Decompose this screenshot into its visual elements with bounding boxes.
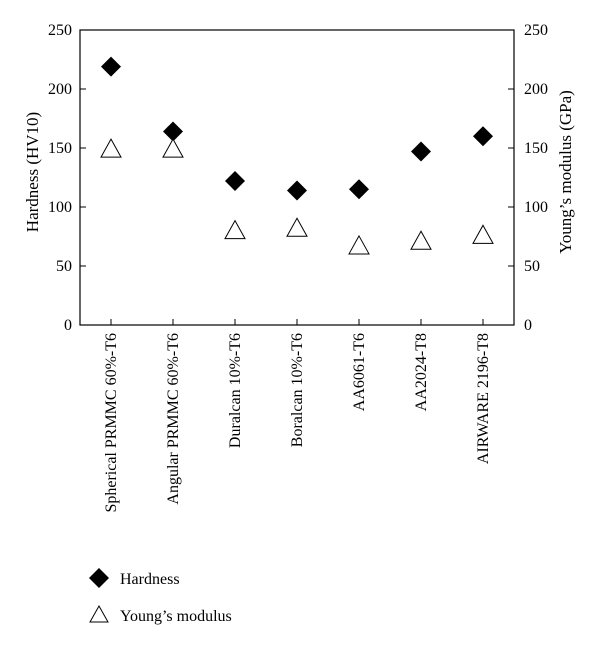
x-axis-ticks: Spherical PRMMC 60%-T6 Angular PRMMC 60%-… xyxy=(103,319,492,513)
x-category-label: AIRWARE 2196-T8 xyxy=(475,333,492,464)
youngs-modulus-point xyxy=(348,234,370,255)
legend-hardness-label: Hardness xyxy=(120,571,180,588)
x-category-label: AA6061-T6 xyxy=(351,333,368,411)
hardness-point xyxy=(411,141,431,162)
hardness-point xyxy=(473,126,493,147)
left-tick-label: 200 xyxy=(48,81,72,98)
right-tick-label: 150 xyxy=(524,140,548,157)
left-tick-label: 50 xyxy=(56,258,72,275)
right-axis-ticks: 0 50 100 150 200 250 xyxy=(508,22,548,334)
right-tick-label: 50 xyxy=(524,258,540,275)
legend: Hardness Young’s modulus xyxy=(89,568,232,625)
data-markers xyxy=(100,56,494,255)
right-tick-label: 200 xyxy=(524,81,548,98)
left-tick-label: 250 xyxy=(48,22,72,39)
left-tick-label: 150 xyxy=(48,140,72,157)
youngs-modulus-point xyxy=(162,138,184,158)
hardness-point xyxy=(349,179,369,200)
hardness-point xyxy=(225,171,245,192)
x-category-label: AA2024-T8 xyxy=(413,333,430,411)
right-axis-title: Young’s modulus (GPa) xyxy=(556,90,575,254)
x-category-label: Boralcan 10%-T6 xyxy=(289,333,306,447)
right-tick-label: 250 xyxy=(524,22,548,39)
left-axis-ticks: 0 50 100 150 200 250 xyxy=(48,22,86,334)
legend-modulus-label: Young’s modulus xyxy=(120,608,232,625)
youngs-modulus-point xyxy=(100,138,122,158)
youngs-modulus-point xyxy=(286,217,308,237)
legend-modulus-triangle-icon xyxy=(89,604,109,623)
legend-hardness-diamond-icon xyxy=(89,568,109,588)
hardness-point xyxy=(101,56,121,77)
right-tick-label: 100 xyxy=(524,199,548,216)
youngs-modulus-point xyxy=(224,219,246,240)
plot-frame xyxy=(79,29,515,326)
youngs-modulus-point xyxy=(472,224,494,244)
x-category-label: Angular PRMMC 60%-T6 xyxy=(165,333,182,505)
right-tick-label: 0 xyxy=(524,317,532,334)
left-tick-label: 0 xyxy=(64,317,72,334)
x-category-label: Spherical PRMMC 60%-T6 xyxy=(103,333,120,513)
hardness-point xyxy=(287,180,307,201)
youngs-modulus-point xyxy=(410,230,432,250)
hardness-point xyxy=(163,121,183,142)
left-axis-title: Hardness (HV10) xyxy=(23,112,42,232)
x-category-label: Duralcan 10%-T6 xyxy=(227,333,244,448)
left-tick-label: 100 xyxy=(48,199,72,216)
